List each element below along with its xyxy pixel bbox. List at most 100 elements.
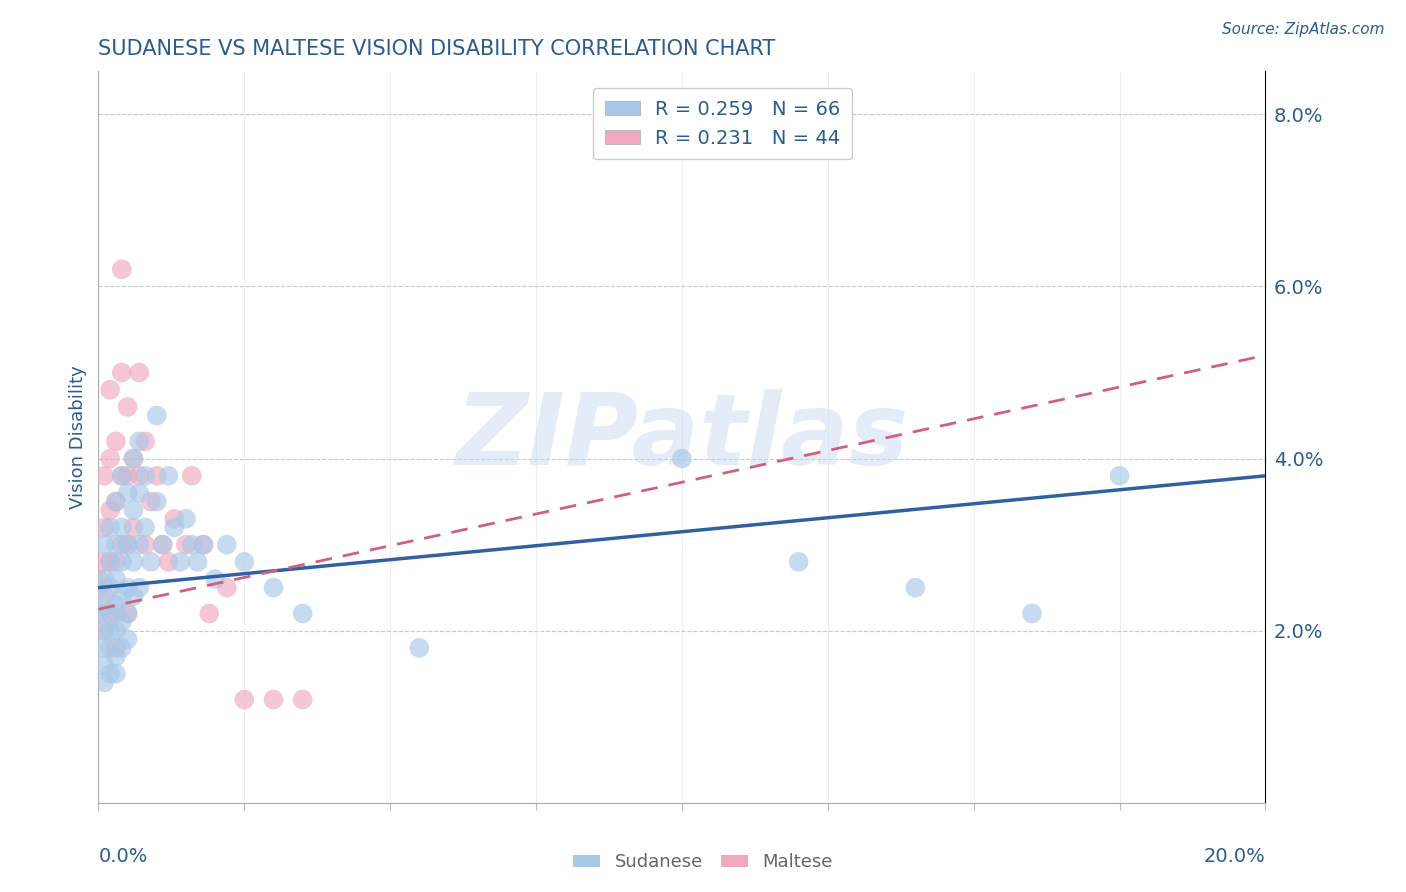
Point bbox=[104, 494, 127, 508]
Point bbox=[193, 538, 215, 552]
Text: SUDANESE VS MALTESE VISION DISABILITY CORRELATION CHART: SUDANESE VS MALTESE VISION DISABILITY CO… bbox=[98, 38, 776, 59]
Point bbox=[146, 409, 169, 423]
Point bbox=[98, 581, 121, 595]
Point bbox=[157, 468, 180, 483]
Point bbox=[87, 572, 110, 586]
Point bbox=[93, 658, 115, 673]
Point bbox=[104, 607, 127, 621]
Point bbox=[163, 512, 186, 526]
Point bbox=[98, 503, 121, 517]
Point bbox=[262, 692, 284, 706]
Point bbox=[262, 581, 284, 595]
Point bbox=[128, 538, 150, 552]
Point bbox=[117, 607, 139, 621]
Point bbox=[291, 607, 314, 621]
Point bbox=[193, 538, 215, 552]
Point bbox=[111, 468, 134, 483]
Point bbox=[111, 589, 134, 603]
Point bbox=[204, 572, 226, 586]
Y-axis label: Vision Disability: Vision Disability bbox=[69, 365, 87, 509]
Point bbox=[87, 607, 110, 621]
Legend: R = 0.259   N = 66, R = 0.231   N = 44: R = 0.259 N = 66, R = 0.231 N = 44 bbox=[593, 88, 852, 160]
Point bbox=[174, 512, 197, 526]
Point bbox=[111, 555, 134, 569]
Point bbox=[104, 598, 127, 612]
Point bbox=[98, 607, 121, 621]
Point bbox=[117, 538, 139, 552]
Point bbox=[98, 555, 121, 569]
Point bbox=[122, 503, 145, 517]
Point bbox=[111, 640, 134, 655]
Point bbox=[104, 494, 127, 508]
Point bbox=[128, 434, 150, 449]
Point bbox=[93, 520, 115, 534]
Text: Source: ZipAtlas.com: Source: ZipAtlas.com bbox=[1222, 22, 1385, 37]
Point bbox=[93, 675, 115, 690]
Point bbox=[93, 589, 115, 603]
Point bbox=[146, 468, 169, 483]
Point bbox=[904, 581, 927, 595]
Point bbox=[291, 692, 314, 706]
Point bbox=[98, 451, 121, 466]
Point bbox=[163, 520, 186, 534]
Point bbox=[98, 640, 121, 655]
Point bbox=[87, 581, 110, 595]
Point bbox=[93, 572, 115, 586]
Point bbox=[104, 624, 127, 638]
Point bbox=[98, 624, 121, 638]
Point bbox=[180, 538, 202, 552]
Point bbox=[93, 640, 115, 655]
Point bbox=[215, 581, 238, 595]
Point bbox=[93, 468, 115, 483]
Point bbox=[117, 400, 139, 414]
Point bbox=[128, 366, 150, 380]
Point bbox=[122, 451, 145, 466]
Point bbox=[139, 494, 162, 508]
Point bbox=[122, 589, 145, 603]
Point bbox=[104, 538, 127, 552]
Point bbox=[198, 607, 221, 621]
Point bbox=[128, 581, 150, 595]
Point bbox=[104, 434, 127, 449]
Point bbox=[98, 520, 121, 534]
Point bbox=[111, 538, 134, 552]
Point bbox=[117, 468, 139, 483]
Point bbox=[111, 615, 134, 629]
Point bbox=[169, 555, 191, 569]
Point bbox=[93, 538, 115, 552]
Point bbox=[104, 555, 127, 569]
Point bbox=[111, 262, 134, 277]
Point bbox=[104, 572, 127, 586]
Point bbox=[117, 632, 139, 647]
Point bbox=[1108, 468, 1130, 483]
Text: 0.0%: 0.0% bbox=[98, 847, 148, 866]
Point bbox=[122, 520, 145, 534]
Point bbox=[111, 520, 134, 534]
Point bbox=[134, 520, 156, 534]
Point bbox=[98, 666, 121, 681]
Text: ZIPatlas: ZIPatlas bbox=[456, 389, 908, 485]
Point bbox=[408, 640, 430, 655]
Point bbox=[146, 494, 169, 508]
Point bbox=[134, 434, 156, 449]
Point bbox=[111, 366, 134, 380]
Point bbox=[134, 538, 156, 552]
Point bbox=[98, 607, 121, 621]
Point bbox=[117, 486, 139, 500]
Legend: Sudanese, Maltese: Sudanese, Maltese bbox=[565, 847, 841, 879]
Point bbox=[787, 555, 810, 569]
Point bbox=[93, 598, 115, 612]
Point bbox=[87, 607, 110, 621]
Point bbox=[128, 468, 150, 483]
Text: 20.0%: 20.0% bbox=[1204, 847, 1265, 866]
Point bbox=[93, 624, 115, 638]
Point bbox=[1021, 607, 1043, 621]
Point bbox=[98, 555, 121, 569]
Point bbox=[93, 624, 115, 638]
Point bbox=[671, 451, 693, 466]
Point bbox=[233, 555, 256, 569]
Point bbox=[180, 468, 202, 483]
Point bbox=[187, 555, 209, 569]
Point bbox=[139, 555, 162, 569]
Point bbox=[104, 666, 127, 681]
